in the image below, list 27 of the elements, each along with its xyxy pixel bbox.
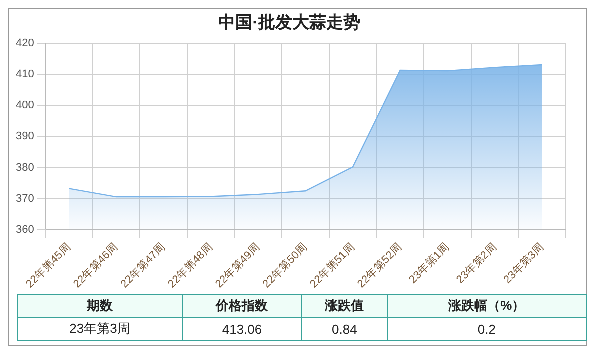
y-tick-label: 410 [16, 68, 34, 81]
y-tick-label: 370 [16, 192, 34, 205]
text: 期数 [18, 294, 182, 318]
x-tick-label: 23年第1周 [407, 241, 452, 286]
text: 0.2 [387, 318, 586, 340]
y-tick-label: 390 [16, 130, 34, 143]
y-tick-label: 400 [16, 100, 34, 112]
y-tick-label: 380 [16, 162, 34, 174]
y-tick-label: 420 [16, 37, 34, 50]
text: 0.84 [302, 318, 388, 340]
text: 涨跌幅（%） [387, 294, 586, 318]
x-tick-label: 22年第49周 [213, 241, 263, 291]
x-tick-label: 23年第3周 [502, 241, 547, 286]
x-tick-label: 22年第52周 [355, 241, 405, 291]
x-tick-label: 22年第46周 [71, 241, 121, 291]
x-tick-label: 22年第51周 [308, 241, 358, 291]
x-tick-label: 22年第48周 [166, 241, 216, 291]
y-tick-label: 360 [16, 224, 34, 236]
x-tick-label: 22年第47周 [118, 241, 168, 291]
x-tick-label: 22年第45周 [24, 241, 74, 291]
x-tick-label: 23年第2周 [454, 241, 500, 286]
text: 价格指数 [182, 294, 302, 318]
chart-title: 中国·批发大蒜走势 [218, 12, 360, 32]
text: 413.06 [182, 318, 302, 340]
text: 涨跌值 [302, 294, 388, 318]
x-tick-label: 22年第50周 [260, 241, 310, 291]
text: 23年第3周 [18, 318, 182, 340]
